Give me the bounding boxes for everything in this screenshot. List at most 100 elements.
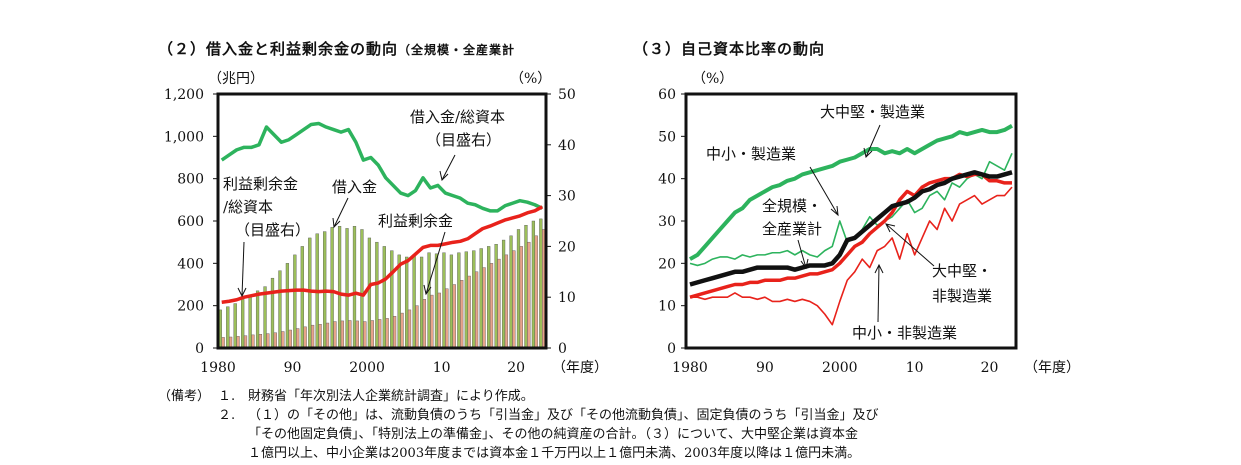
retained-earnings-bar (273, 332, 277, 349)
retained-earnings-bar (303, 326, 307, 349)
equity-ratio-chart: （%） 0 10 20 30 40 50 60 1980 90 2000 10 20 （年度） 大中堅・… (658, 71, 1080, 376)
borrowing-bar (516, 229, 521, 349)
note-text: 財務省「年次別法人企業統計調査」により作成。 (248, 389, 534, 404)
annotation-borrowing-ratio: 借入金/総資本 (410, 108, 505, 126)
right-y-tick-label: 30 (558, 189, 576, 205)
borrowing-bar (509, 235, 513, 349)
x-tick-label: 10 (433, 360, 451, 376)
retained-earnings-bar (527, 241, 531, 349)
borrowing-bar (248, 294, 252, 349)
left-chart-title-text: （２）借入金と利益剰余金の動向 (158, 40, 399, 58)
retained-earnings-bar (452, 284, 456, 349)
annotation-arrow-small-nonmfg (877, 264, 880, 323)
x-tick-label: 1980 (200, 360, 236, 376)
annotation-large-nonmfg-2: 非製造業 (932, 287, 992, 305)
borrowing-bar (427, 252, 431, 349)
right-chart-y-tick-label: 0 (667, 341, 676, 357)
annotation-arrowhead-small-mfg (830, 205, 839, 217)
annotation-arrow-retained-ratio (241, 241, 245, 297)
retained-earnings-bar (445, 288, 449, 349)
borrowing-bar (255, 290, 260, 349)
retained-earnings-bar (430, 294, 434, 349)
annotation-all-industries-2: 全産業計 (762, 220, 822, 238)
borrowing-bar (345, 228, 349, 349)
annotation-arrow-all-industries (797, 239, 807, 269)
borrowing-bar (405, 256, 409, 349)
retained-earnings-bar (437, 292, 441, 349)
right-chart-y-tick-label: 50 (658, 129, 676, 145)
retained-earnings-bar (385, 318, 389, 349)
borrowing-bar (337, 226, 342, 349)
retained-earnings-bar (318, 324, 322, 349)
annotation-arrowhead-small-nonmfg (874, 263, 884, 274)
left-axis-group: 0 200 400 600 800 1,000 1,200 0 10 20 30 40 50 1980 90… (164, 87, 608, 376)
borrowing-bar (487, 246, 491, 349)
borrowing-bar (360, 229, 364, 349)
note-text: １億円以上、中小企業は2003年度までは資本金１千万円以上１億円未満、2003年… (248, 446, 861, 461)
retained-earnings-bar (400, 312, 404, 349)
retained-earnings-bar (489, 263, 494, 349)
left-y-tick-label: 400 (177, 256, 204, 272)
x-tick-label: 2000 (349, 360, 385, 376)
borrowing-bar (524, 225, 528, 349)
left-y-tick-label: 1,200 (164, 87, 204, 103)
right-y-tick-label: 40 (558, 138, 576, 154)
retained-earnings-bar (281, 331, 285, 349)
left-y-tick-label: 200 (177, 299, 204, 315)
annotation-arrow-borrowing-ratio (441, 154, 456, 181)
right-y-tick-label: 50 (558, 87, 576, 103)
retained-earnings-bar (333, 321, 337, 349)
x-tick-label: 20 (507, 360, 525, 376)
retained-earnings-bar (407, 309, 412, 349)
right-chart-y-tick-label: 60 (658, 87, 676, 103)
borrowing-bar (442, 252, 446, 349)
borrowing-bar (263, 286, 267, 349)
borrowing-bar (479, 248, 483, 349)
annotation-retained-ratio-3: （目盛右） (235, 221, 310, 239)
annotation-retained-ratio-2: /総資本 (223, 198, 273, 216)
borrowing-bar (285, 263, 290, 349)
borrowing-retained-earnings-chart: （兆円） （%） 0 200 400 600 800 1,000 1,200 0 10 20 30 4… (164, 71, 608, 376)
borrowing-bar (472, 250, 476, 349)
annotation-large-mfg: 大中堅・製造業 (820, 103, 925, 121)
borrowing-bar (270, 277, 275, 349)
annotation-arrowhead-borrowing-ratio (439, 170, 449, 181)
annotation-arrowhead-borrowing (332, 217, 341, 229)
borrowing-bar (457, 252, 461, 349)
borrowing-bar (278, 270, 282, 349)
retained-earnings-bar (340, 320, 345, 349)
right-chart-x-axis-label: （年度） (1024, 360, 1080, 376)
right-chart-x-tick-label: 90 (756, 360, 774, 376)
borrowing-bar (241, 299, 245, 349)
retained-earnings-bar (325, 322, 330, 349)
left-y-tick-label: 0 (195, 341, 204, 357)
retained-earnings-bar (460, 280, 464, 349)
annotation-small-nonmfg: 中小・非製造業 (852, 324, 957, 342)
annotation-arrowhead-large-nonmfg (885, 223, 896, 233)
annotation-arrowhead-retained-earnings (423, 284, 432, 296)
borrowing-bar (419, 256, 424, 349)
right-y-axis-unit: （%） (510, 71, 551, 87)
annotation-large-nonmfg-1: 大中堅・ (932, 262, 992, 280)
annotation-arrow-small-mfg (809, 166, 839, 216)
small-nonmfg-line (690, 186, 1013, 326)
annotation-arrow-large-nonmfg (885, 223, 935, 267)
retained-earnings-bar (467, 275, 471, 349)
annotation-small-mfg: 中小・製造業 (706, 145, 796, 163)
borrowing-bar (449, 254, 454, 349)
left-line-group (220, 121, 544, 305)
retained-earnings-bar (355, 320, 359, 349)
borrowing-bar (375, 241, 379, 349)
borrowing-bar (412, 254, 416, 349)
x-tick-label: 90 (284, 360, 302, 376)
right-y-tick-label: 10 (558, 290, 576, 306)
retained-earnings-bar (512, 250, 516, 349)
annotation-all-industries-1: 全規模・ (762, 197, 822, 215)
annotation-arrow-retained-earnings (425, 231, 446, 295)
right-chart-y-tick-label: 30 (658, 214, 676, 230)
retained-earnings-bar (221, 337, 225, 349)
borrowing-bar (539, 218, 543, 349)
right-y-tick-label: 20 (558, 239, 576, 255)
borrowing-bar (501, 239, 506, 349)
retained-earnings-bar (534, 235, 538, 349)
